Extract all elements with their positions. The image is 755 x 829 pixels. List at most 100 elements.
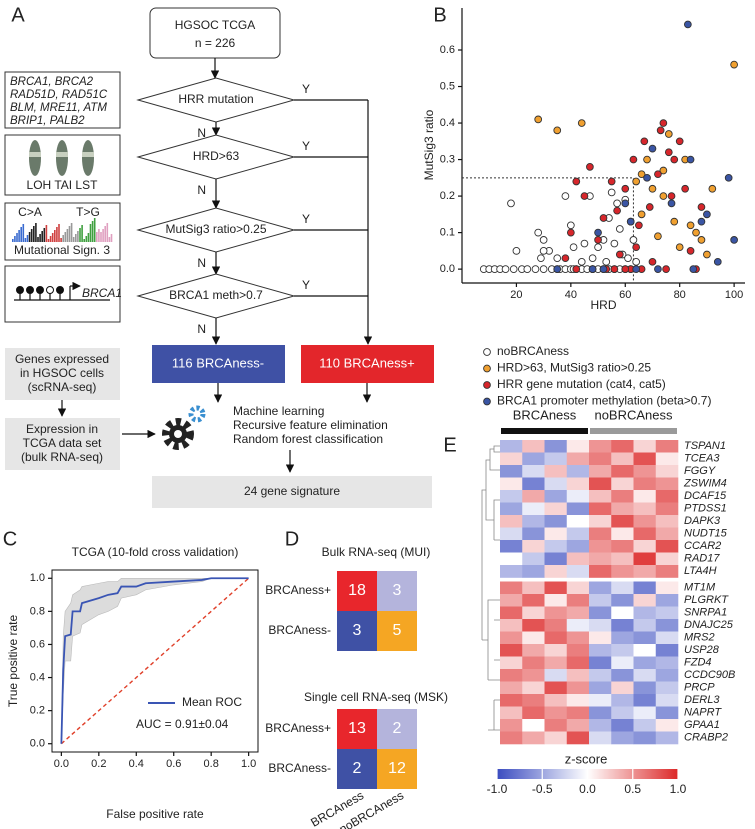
heat-cell	[544, 631, 568, 645]
sig-bar	[58, 224, 60, 242]
sig-bar	[14, 236, 16, 242]
gene-text: BLM, MRE11, ATM	[10, 102, 107, 114]
point	[553, 265, 562, 273]
heat-cell	[589, 565, 612, 578]
heat-cell	[522, 681, 545, 695]
yes-label: Y	[302, 139, 310, 153]
heat-cell	[544, 540, 568, 553]
heat-cell	[655, 731, 679, 745]
point	[553, 126, 562, 135]
heat-cell	[500, 706, 523, 720]
point	[607, 177, 616, 186]
heat-cell	[655, 565, 679, 578]
gene-label: TSPAN1	[684, 440, 726, 452]
auc-label: AUC = 0.91±0.04	[136, 717, 229, 731]
heat-cell	[544, 644, 568, 657]
sig-bar	[30, 229, 33, 242]
chromosome-icon	[29, 140, 41, 176]
heat-cell	[589, 656, 612, 670]
heat-cell	[544, 669, 568, 682]
point	[637, 170, 646, 179]
point	[659, 119, 668, 127]
panel-label: C	[3, 528, 17, 550]
heat-cell	[566, 631, 590, 645]
point	[664, 130, 673, 138]
y-tick-label: 0.4	[30, 671, 45, 683]
point	[654, 170, 662, 179]
y-tick-label: 0.2	[440, 190, 455, 202]
point	[632, 265, 641, 273]
point	[624, 254, 632, 263]
meth-site	[26, 286, 34, 294]
yes-label: Y	[302, 278, 310, 292]
heat-cell	[633, 669, 657, 682]
point	[645, 203, 654, 211]
x-tick-label: 20	[510, 289, 522, 301]
sig-bar	[81, 225, 83, 242]
heat-cell	[655, 594, 679, 607]
matrix-cell	[337, 709, 377, 749]
point	[640, 137, 649, 146]
heat-cell	[633, 581, 657, 595]
decision-text: HRR mutation	[178, 92, 253, 106]
heat-cell	[500, 581, 523, 595]
heat-cell	[500, 606, 523, 620]
heat-cell	[522, 565, 545, 578]
point	[523, 265, 532, 273]
heat-cell	[633, 644, 657, 657]
point	[577, 257, 586, 266]
colorbar-tick-label: -1.0	[487, 782, 508, 796]
heat-cell	[655, 477, 679, 491]
heat-cell	[655, 527, 679, 541]
gene-label: GPAA1	[684, 719, 720, 731]
heat-cell	[655, 631, 679, 645]
cell-value: 5	[393, 622, 402, 639]
point	[667, 199, 676, 208]
sig-bar	[68, 226, 71, 242]
heat-cell	[611, 631, 634, 645]
point	[667, 192, 676, 200]
heat-cell	[544, 594, 568, 607]
heat-cell	[566, 606, 590, 620]
dendrogram	[481, 445, 500, 731]
sig-bar	[45, 225, 48, 242]
heat-cell	[611, 552, 634, 566]
heat-cell	[566, 565, 590, 578]
heat-cell	[633, 552, 657, 566]
bulk-text: (bulk RNA-seq)	[21, 450, 103, 464]
legend-label: BRCA1 promoter methylation (beta>0.7)	[497, 394, 711, 408]
heat-cell	[611, 515, 634, 528]
heat-cell	[589, 515, 612, 528]
matrix-cell	[377, 611, 417, 651]
point	[697, 203, 706, 211]
point	[577, 119, 586, 127]
heat-cell	[544, 581, 568, 595]
point	[675, 137, 684, 146]
roc-line	[60, 577, 249, 744]
y-tick-label: 0.0	[440, 263, 455, 275]
heat-cell	[655, 669, 679, 682]
heat-cell	[544, 465, 568, 478]
point	[599, 214, 608, 222]
point	[632, 257, 641, 266]
sig-text: Mutational Sign. 3	[14, 243, 110, 257]
heat-cell	[655, 581, 679, 595]
heat-cell	[500, 656, 523, 670]
point	[501, 265, 510, 273]
heat-cell	[522, 731, 545, 745]
sig-text: T>G	[76, 205, 100, 219]
heat-cell	[611, 594, 634, 607]
sig-bar	[66, 229, 69, 242]
point	[681, 184, 689, 193]
heat-cell	[566, 694, 590, 707]
heat-cell	[566, 681, 590, 695]
heat-cell	[589, 581, 612, 595]
gene-label: LTA4H	[684, 565, 717, 577]
heat-cell	[655, 502, 679, 516]
chromosome-icon	[82, 140, 94, 176]
point	[697, 217, 706, 226]
point	[580, 239, 589, 248]
heat-cell	[500, 502, 523, 516]
meth-site	[36, 286, 44, 294]
heat-cell	[611, 540, 634, 553]
